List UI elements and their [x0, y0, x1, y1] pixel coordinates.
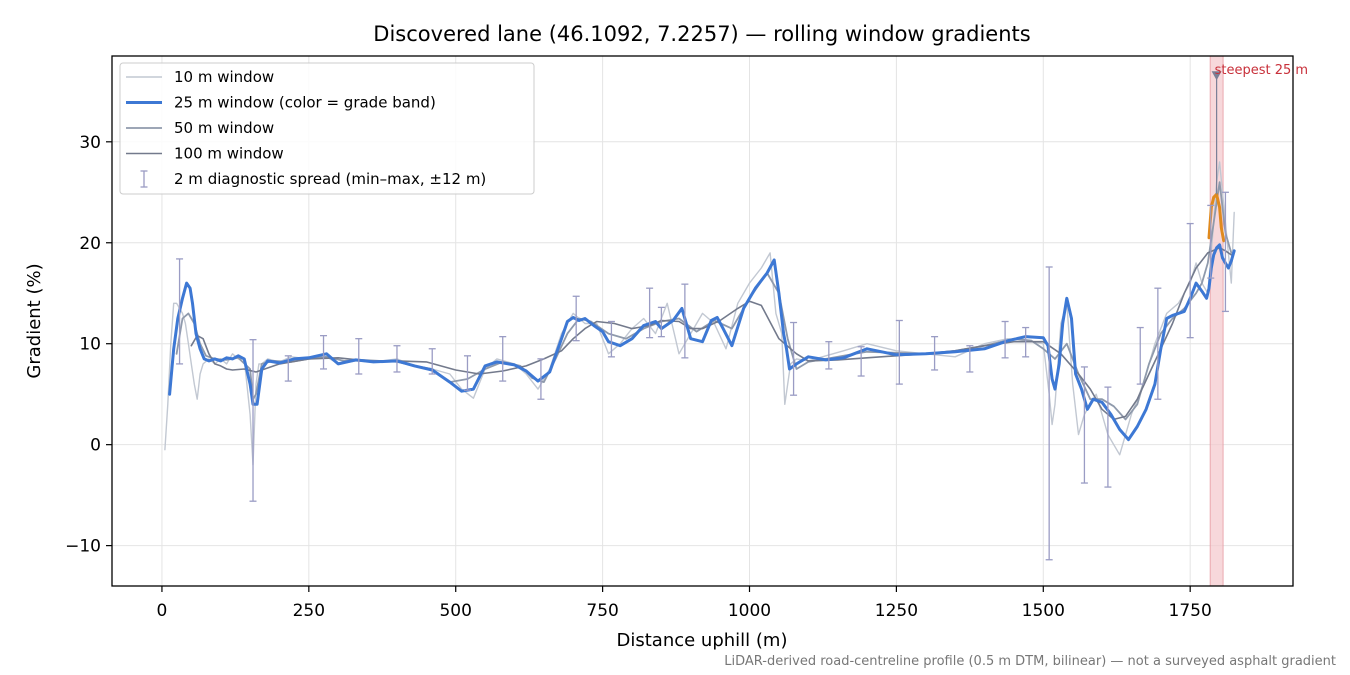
legend-entry-4: 2 m diagnostic spread (min–max, ±12 m): [140, 170, 486, 188]
error-bar-17: [857, 346, 865, 377]
error-bar-21: [1001, 320, 1009, 359]
error-bar-5: [393, 345, 401, 373]
y-tick-label-0: −10: [65, 537, 101, 557]
legend-entry-0: 10 m window: [126, 68, 274, 86]
error-bar-6: [428, 348, 436, 375]
error-bar-20: [966, 345, 974, 373]
error-bar-4: [355, 338, 363, 375]
x-axis-ticks: 0 250 500 750 1000 1250 1500 1750: [157, 586, 1212, 621]
error-bar-2: [284, 355, 292, 382]
legend-entry-3: 100 m window: [126, 145, 284, 163]
steepest-marker-triangle: [1211, 71, 1222, 81]
y-tick-label-1: 0: [90, 436, 101, 456]
legend-entry-2: 50 m window: [126, 119, 274, 137]
series-line-1: [168, 243, 1236, 442]
x-tick-label-5: 1250: [875, 601, 918, 621]
error-bar-10: [572, 295, 580, 342]
error-bar-0: [176, 258, 184, 365]
y-tick-label-4: 30: [79, 133, 101, 153]
legend-label-1: 25 m window (color = grade band): [174, 94, 436, 112]
chart-title: Discovered lane (46.1092, 7.2257) — roll…: [373, 22, 1030, 46]
error-bar-1: [249, 339, 257, 502]
error-bar-30: [1221, 191, 1229, 313]
series-line-4: [190, 247, 1233, 421]
y-axis-ticks: −10 0 10 20 30: [65, 133, 112, 557]
legend-label-3: 100 m window: [174, 145, 284, 163]
x-tick-label-0: 0: [157, 601, 168, 621]
error-bar-13: [657, 306, 665, 338]
x-tick-label-1: 250: [293, 601, 325, 621]
error-bar-24: [1080, 366, 1088, 484]
error-bar-27: [1154, 287, 1162, 400]
y-tick-label-3: 20: [79, 234, 101, 254]
error-bar-11: [607, 320, 615, 358]
x-tick-label-4: 1000: [728, 601, 771, 621]
error-bar-29: [1207, 204, 1215, 279]
y-tick-label-2: 10: [79, 335, 101, 355]
x-tick-label-3: 750: [586, 601, 618, 621]
error-bar-25: [1104, 386, 1112, 488]
error-bar-26: [1136, 326, 1144, 385]
error-bar-12: [646, 287, 654, 339]
error-bar-22: [1022, 326, 1030, 358]
error-bar-19: [931, 335, 939, 371]
legend-label-2: 50 m window: [174, 119, 274, 137]
legend-label-0: 10 m window: [174, 68, 274, 86]
legend-box: [119, 62, 535, 195]
error-bar-28: [1186, 222, 1194, 339]
error-bar-16: [825, 341, 833, 370]
x-tick-label-7: 1750: [1169, 601, 1212, 621]
error-bar-14: [681, 283, 689, 359]
series-line-0: [164, 161, 1235, 466]
error-bars: [176, 191, 1229, 561]
error-bar-23: [1045, 266, 1053, 561]
steepest-annotation-label: steepest 25 m: [1215, 63, 1308, 78]
error-bar-18: [895, 319, 903, 385]
x-tick-label-2: 500: [439, 601, 471, 621]
legend-label-4: 2 m diagnostic spread (min–max, ±12 m): [174, 170, 486, 188]
plot-area-frame: [111, 55, 1294, 587]
x-tick-label-6: 1500: [1022, 601, 1065, 621]
steepest-annotation: steepest 25 m: [1211, 63, 1308, 195]
error-bar-9: [537, 358, 545, 400]
error-bar-7: [463, 355, 471, 391]
error-bar-3: [320, 334, 328, 370]
series-lines: [164, 161, 1236, 466]
legend-entry-1: 25 m window (color = grade band): [126, 94, 436, 112]
legend: 10 m window 25 m window (color = grade ba…: [119, 62, 535, 195]
error-bar-15: [790, 321, 798, 396]
x-axis-label: Distance uphill (m): [617, 630, 788, 651]
y-axis-label: Gradient (%): [24, 263, 45, 378]
error-bar-8: [499, 335, 507, 382]
footnote: LiDAR-derived road-centreline profile (0…: [724, 654, 1336, 669]
